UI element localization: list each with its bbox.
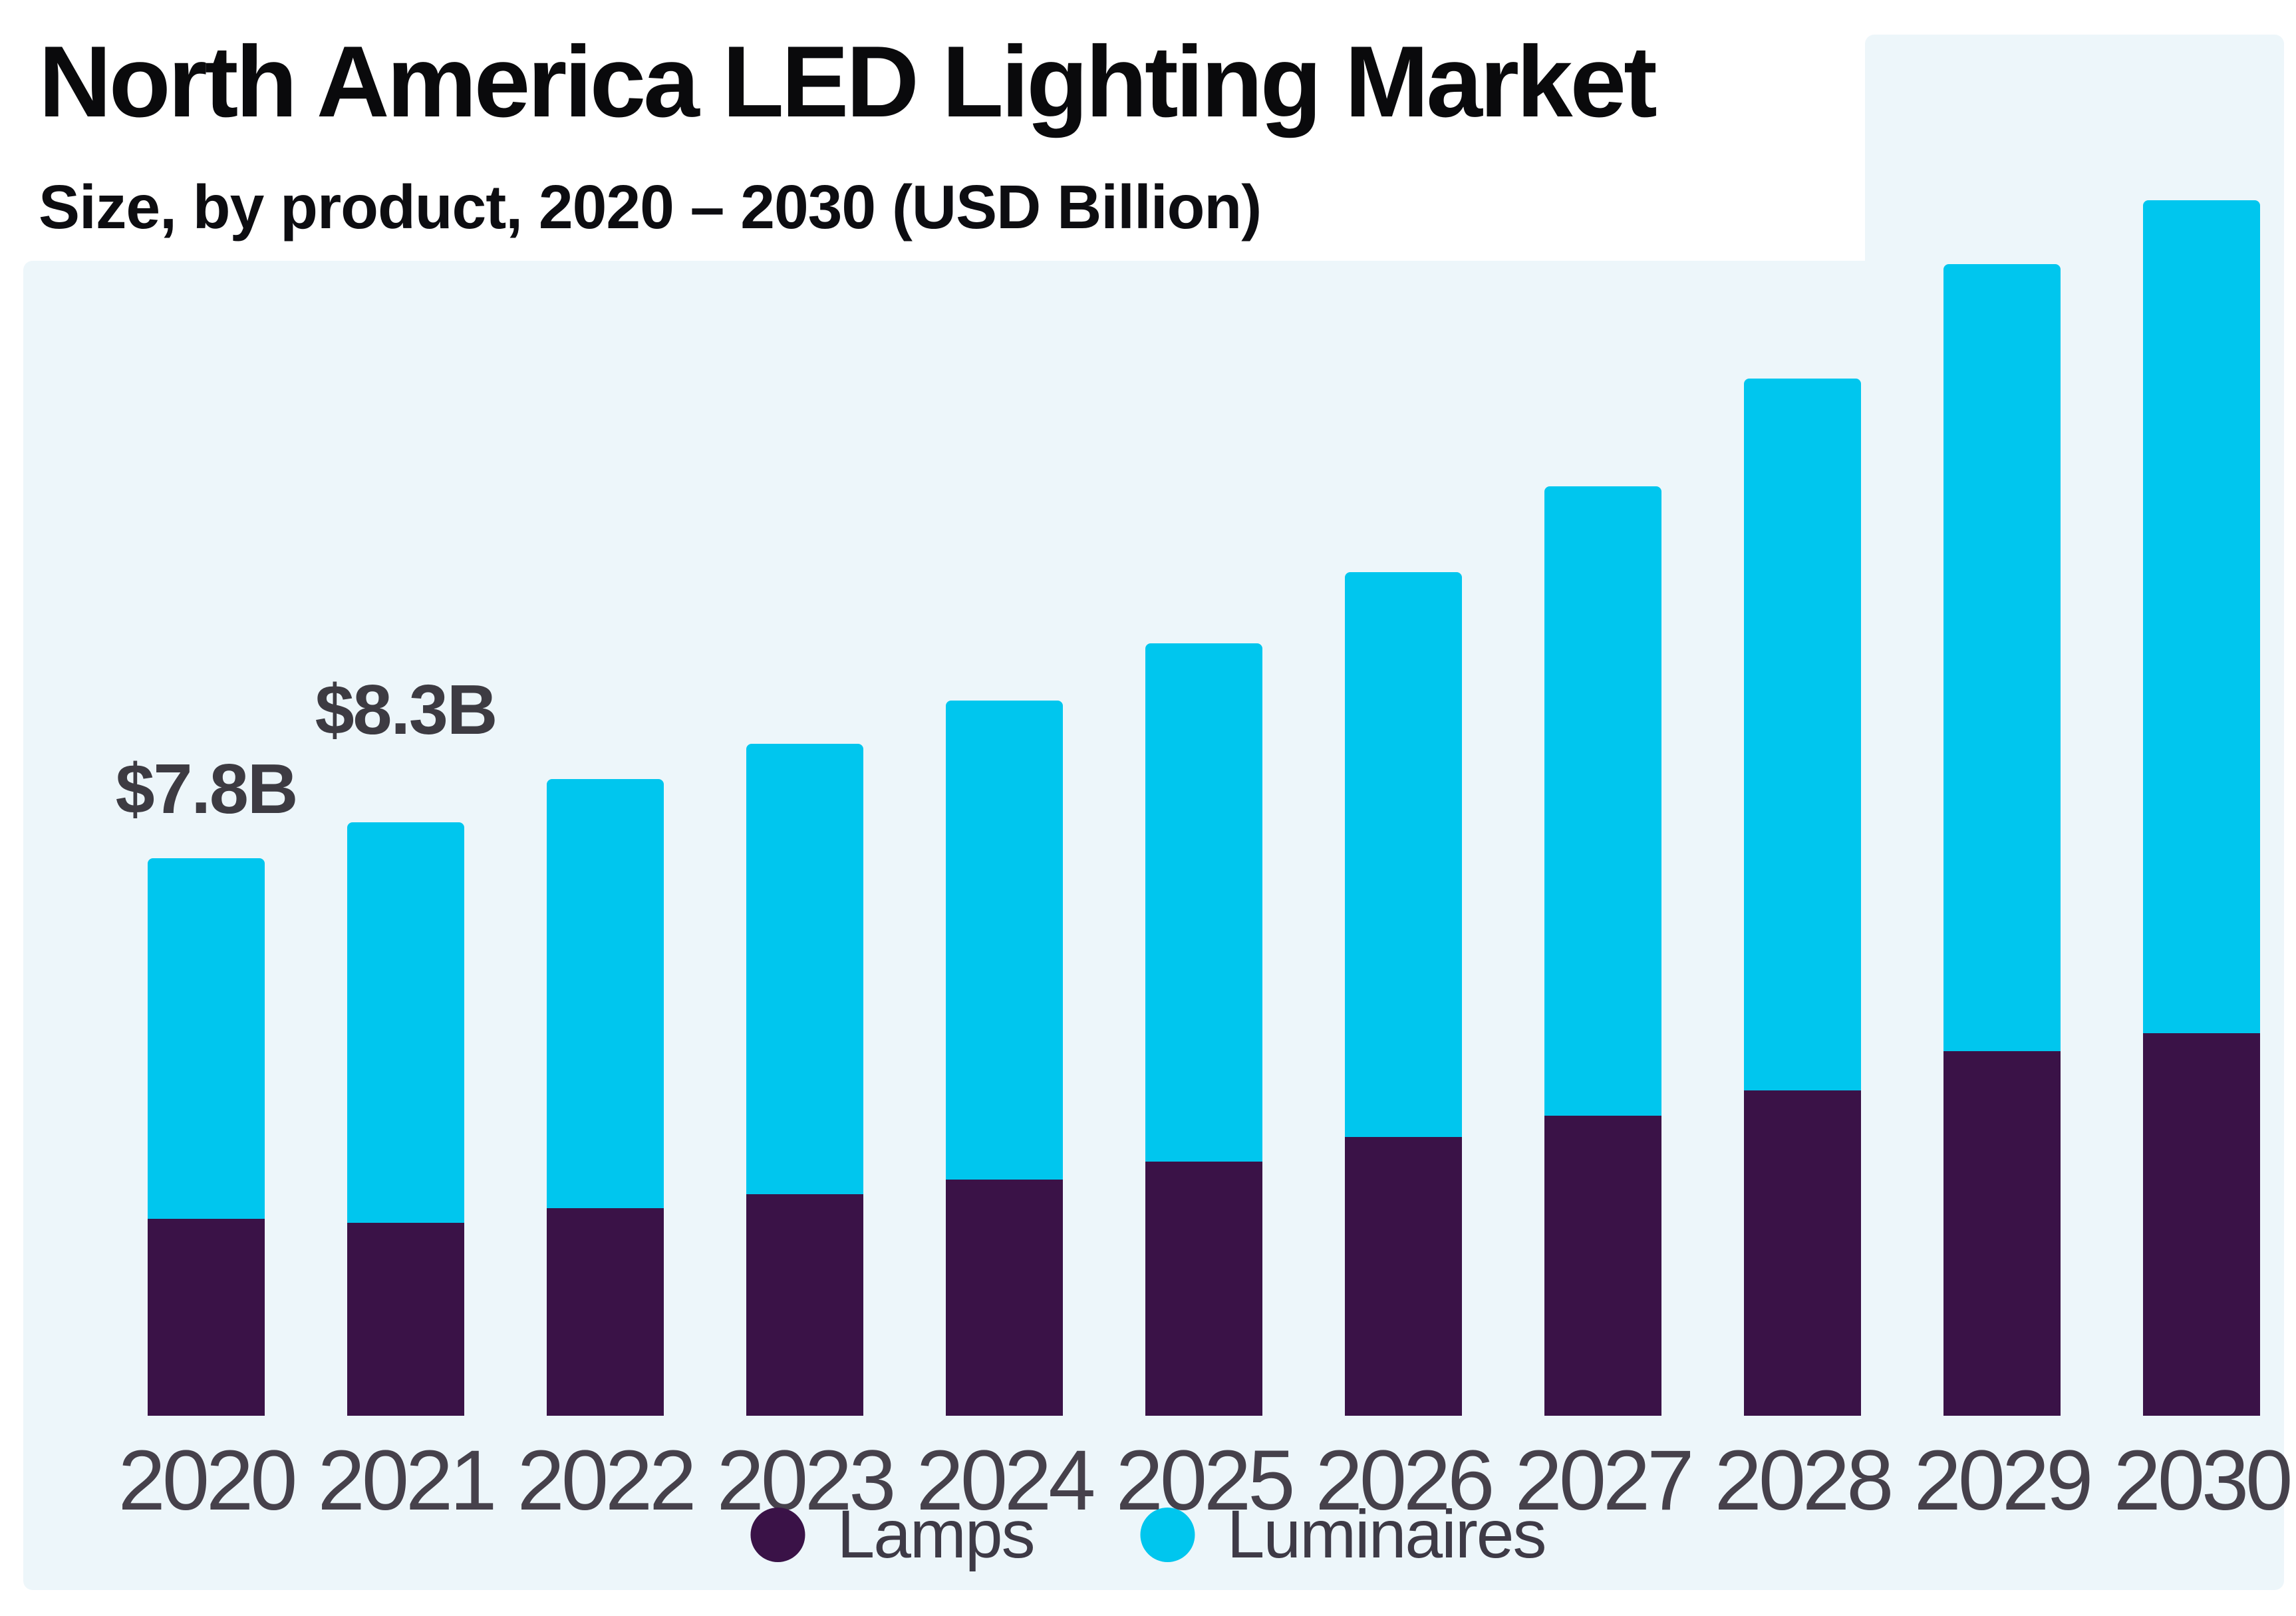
x-axis-label-2022: 2022: [517, 1433, 697, 1528]
bar-2027-lamps-segment: [1544, 1115, 1661, 1416]
bar-2029-luminaires-segment: [1943, 264, 2061, 1051]
bar-2025-luminaires-segment: [1145, 643, 1262, 1162]
bar-2021: [347, 822, 464, 1416]
bar-2021-luminaires-segment: [347, 822, 464, 1223]
x-axis-label-2028: 2028: [1714, 1433, 1894, 1528]
bar-2024: [946, 701, 1063, 1416]
legend-label-luminaires: Luminaires: [1226, 1496, 1547, 1572]
legend-label-lamps: Lamps: [837, 1496, 1035, 1572]
value-label-2021: $8.3B: [315, 671, 498, 749]
x-axis-label-2020: 2020: [118, 1433, 298, 1528]
bar-2028-luminaires-segment: [1744, 379, 1861, 1090]
bar-2022-luminaires-segment: [547, 779, 664, 1209]
x-axis-label-2025: 2025: [1115, 1433, 1296, 1528]
bar-2030-luminaires-segment: [2143, 200, 2260, 1033]
bar-2023: [746, 743, 863, 1416]
x-axis-label-2026: 2026: [1315, 1433, 1495, 1528]
luminaires-swatch-icon: [1140, 1507, 1195, 1562]
x-axis-label-2030: 2030: [2113, 1433, 2293, 1528]
bar-2030: [2143, 200, 2260, 1416]
bar-2020-lamps-segment: [148, 1219, 265, 1416]
bar-2020: [148, 858, 265, 1416]
bar-2028-lamps-segment: [1744, 1090, 1861, 1416]
bar-2029-lamps-segment: [1943, 1050, 2061, 1416]
bar-2026-lamps-segment: [1345, 1136, 1462, 1416]
bar-2030-lamps-segment: [2143, 1033, 2260, 1416]
bar-2023-lamps-segment: [746, 1194, 863, 1416]
x-axis-label-2023: 2023: [716, 1433, 897, 1528]
bar-2025-lamps-segment: [1145, 1162, 1262, 1416]
bar-2026-luminaires-segment: [1345, 571, 1462, 1137]
x-axis-label-2029: 2029: [1914, 1433, 2094, 1528]
bar-2025: [1145, 643, 1262, 1416]
bar-2027: [1544, 486, 1661, 1416]
legend-item-luminaires: Luminaires: [1140, 1496, 1547, 1573]
x-axis-label-2027: 2027: [1514, 1433, 1695, 1528]
bar-2022-lamps-segment: [547, 1208, 664, 1416]
legend-item-lamps: Lamps: [750, 1496, 1036, 1573]
bar-2026: [1345, 571, 1462, 1416]
bar-2024-luminaires-segment: [946, 701, 1063, 1180]
legend: Lamps Luminaires: [750, 1496, 1547, 1573]
bar-2022: [547, 779, 664, 1416]
x-axis-label-2021: 2021: [317, 1433, 498, 1528]
chart-subtitle: Size, by product, 2020 – 2030 (USD Billi…: [39, 172, 1262, 242]
bar-2029: [1943, 264, 2061, 1416]
x-axis-label-2024: 2024: [916, 1433, 1096, 1528]
bar-2020-luminaires-segment: [148, 858, 265, 1219]
bar-2023-luminaires-segment: [746, 743, 863, 1194]
bar-2024-lamps-segment: [946, 1180, 1063, 1416]
bar-2028: [1744, 379, 1861, 1416]
chart-title: North America LED Lighting Market: [39, 25, 1657, 138]
lamps-swatch-icon: [750, 1507, 805, 1562]
bar-2021-lamps-segment: [347, 1222, 464, 1416]
value-label-2020: $7.8B: [115, 750, 299, 828]
bar-2027-luminaires-segment: [1544, 486, 1661, 1116]
